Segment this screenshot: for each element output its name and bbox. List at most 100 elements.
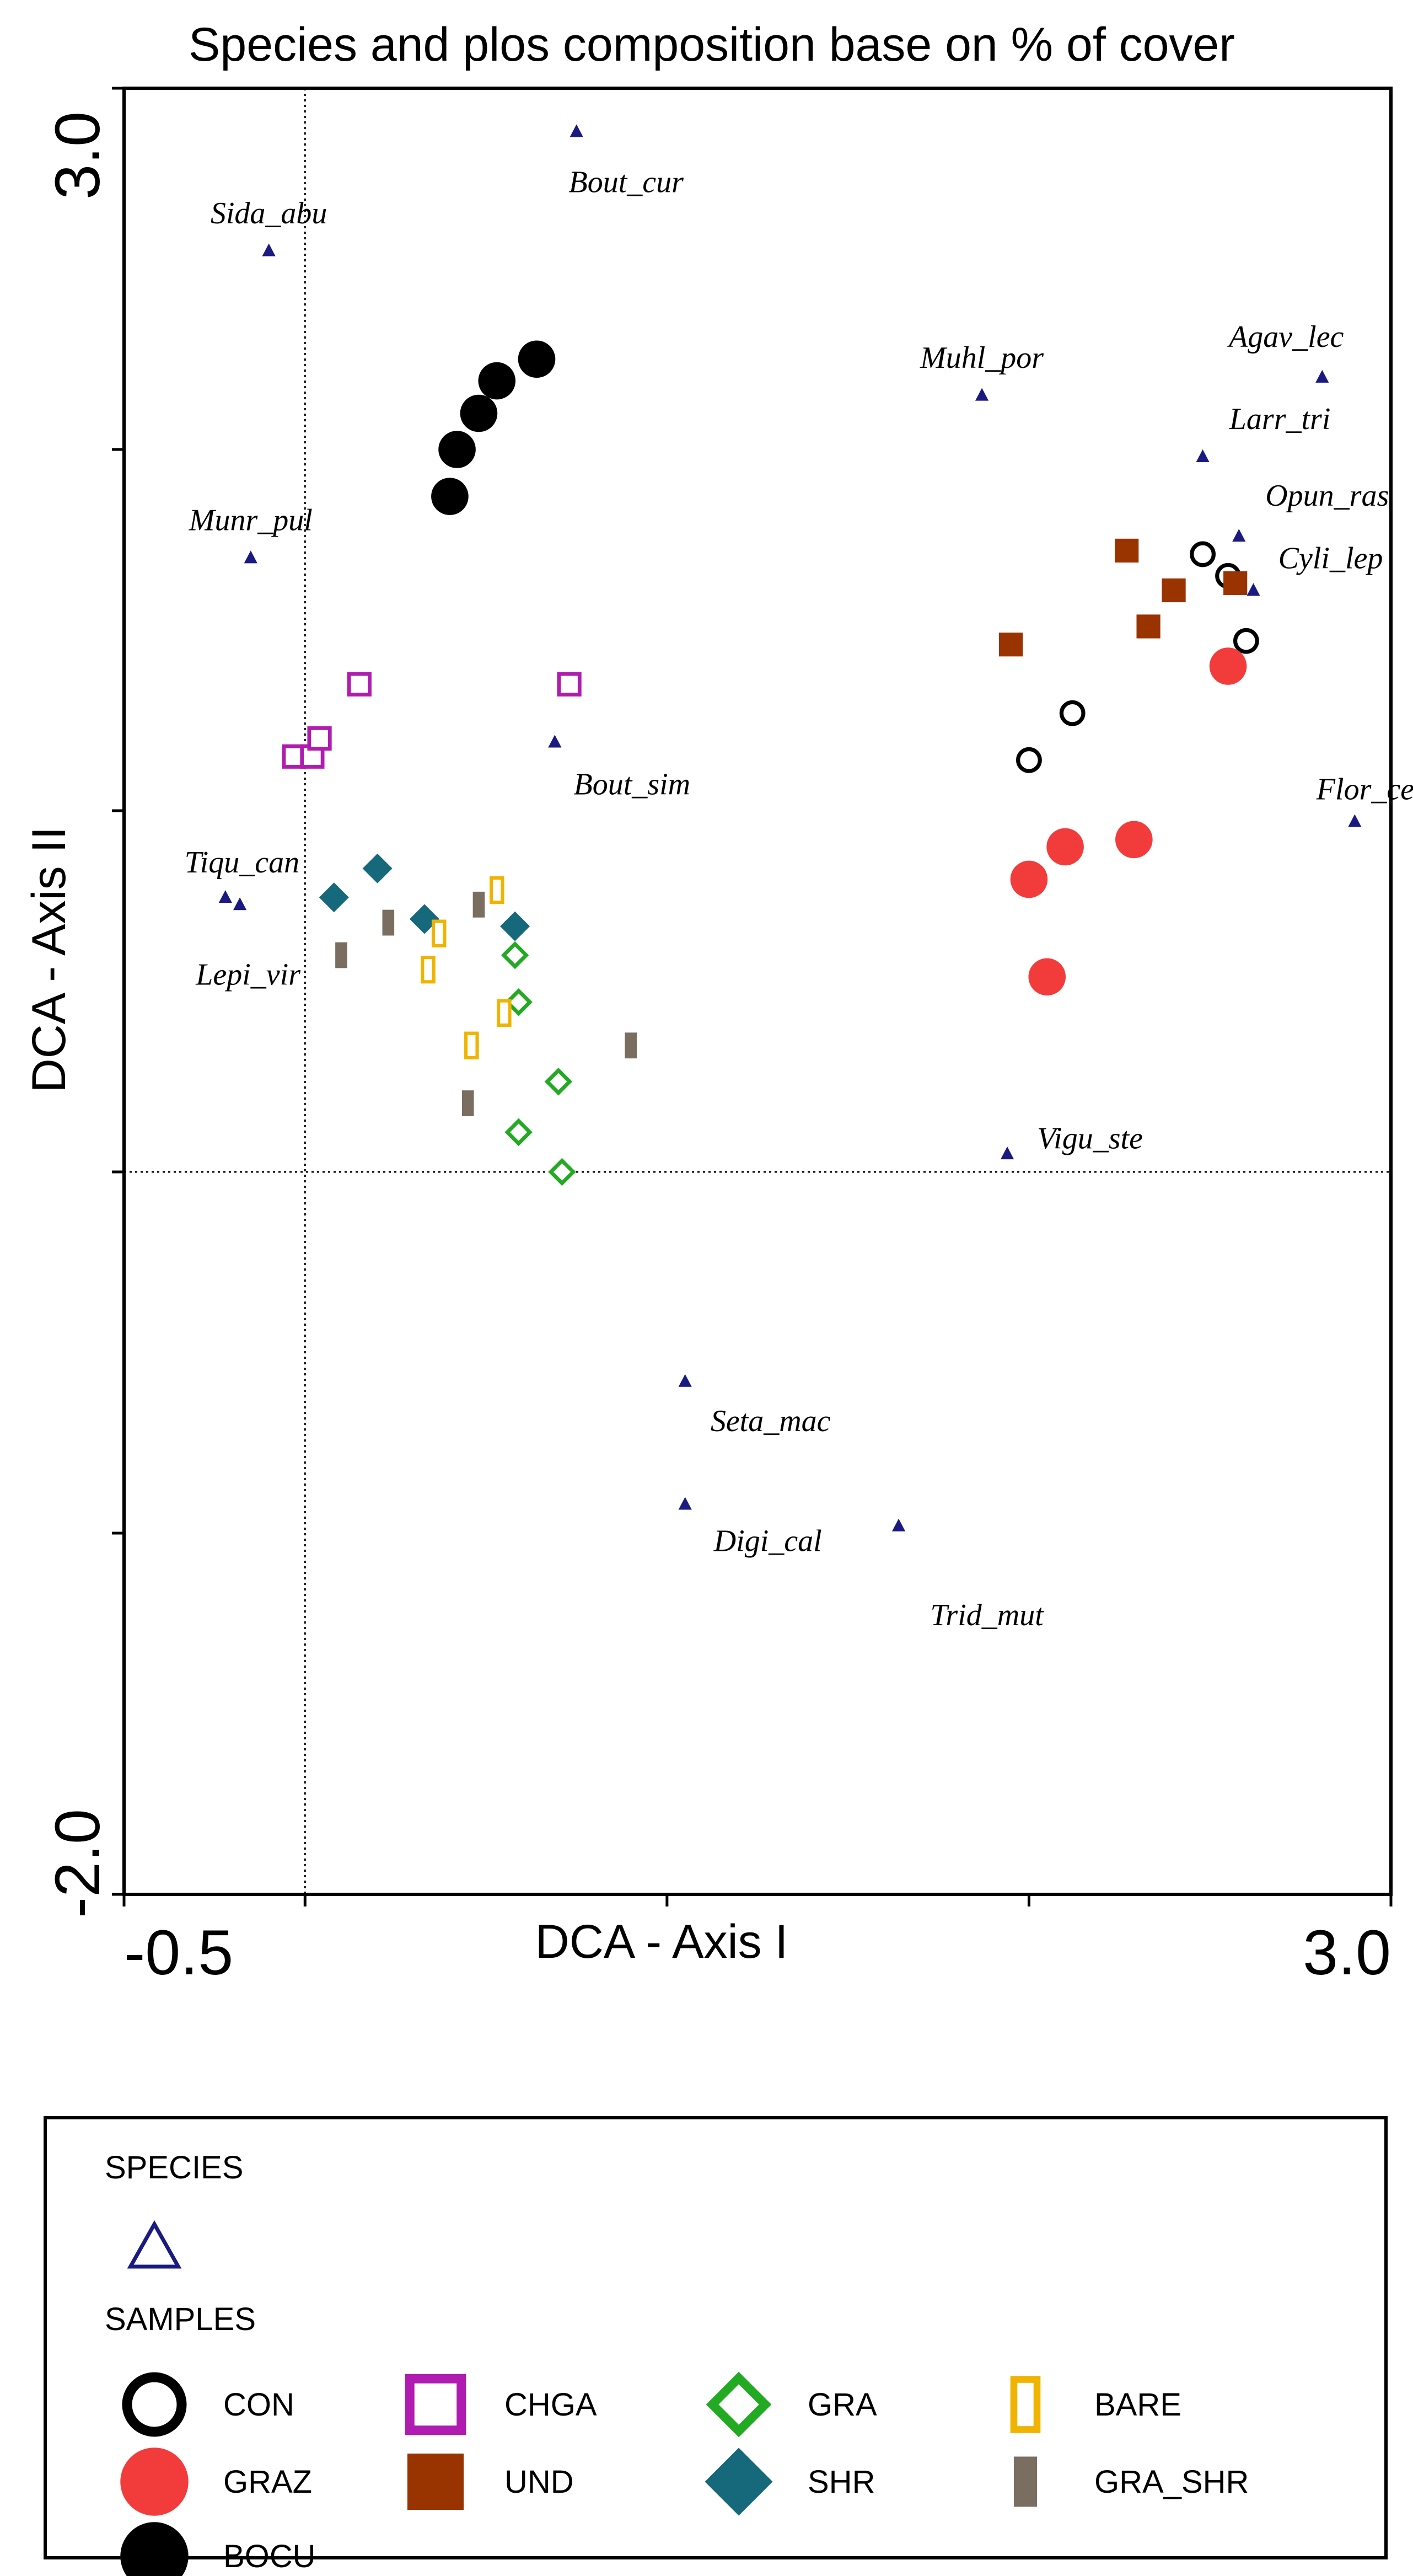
sample-point <box>1115 821 1153 859</box>
legend: SPECIES SAMPLES CON CHGA GRA BARE GRAZ UND SHR… <box>44 2116 1388 2576</box>
series-graz <box>1010 647 1247 996</box>
legend-label: GRA <box>808 2387 877 2423</box>
legend-species-heading: SPECIES <box>105 2150 243 2186</box>
species-label: Opun_ras <box>1265 479 1389 513</box>
species-point <box>1000 1147 1014 1160</box>
sample-point <box>461 1090 474 1116</box>
legend-label: UND <box>504 2464 574 2500</box>
sample-point <box>544 1068 573 1096</box>
sample-point <box>472 891 485 918</box>
species-point <box>1232 529 1246 542</box>
legend-label: BOCU <box>223 2538 316 2574</box>
sample-point <box>1233 628 1259 654</box>
sample-point <box>1209 647 1247 685</box>
sample-point <box>438 431 476 468</box>
sample-point <box>335 942 347 968</box>
sample-point <box>625 1032 637 1059</box>
sample-point <box>1046 828 1084 866</box>
sample-point <box>557 672 582 697</box>
sample-point <box>431 919 447 947</box>
sample-point <box>518 340 556 378</box>
series-gra <box>501 941 576 1186</box>
legend-marker-gra <box>706 2371 772 2438</box>
sample-point <box>490 876 504 904</box>
species-point <box>1247 583 1260 596</box>
x-tick-label-max: 3.0 <box>1303 1918 1391 1988</box>
y-tick-label-min: -2.0 <box>42 1809 113 1918</box>
legend-marker-und <box>407 2454 464 2510</box>
species-point <box>678 1497 692 1510</box>
species-label: Trid_mut <box>930 1598 1044 1632</box>
legend-marker-con <box>122 2372 187 2437</box>
sample-point <box>478 362 516 400</box>
sample-point <box>1059 700 1086 726</box>
series-bare <box>421 876 512 1059</box>
sample-point <box>319 882 349 913</box>
y-axis-label: DCA - Axis II <box>23 827 76 1093</box>
species-label: Seta_mac <box>711 1404 831 1438</box>
sample-point <box>501 941 529 970</box>
legend-marker-chga <box>405 2374 466 2435</box>
sample-point <box>382 909 395 936</box>
sample-point <box>347 672 372 697</box>
legend-label: SHR <box>808 2464 875 2500</box>
x-axis-label: DCA - Axis I <box>535 1915 788 1968</box>
legend-marker-gra_shr <box>1014 2456 1037 2507</box>
legend-frame <box>44 2116 1388 2559</box>
species-point <box>678 1374 692 1387</box>
sample-point <box>1028 958 1066 996</box>
species-label: Flor_cer <box>1316 773 1413 807</box>
species-label: Vigu_ste <box>1037 1121 1143 1155</box>
chart-title: Species and plos composition base on % o… <box>189 18 1235 71</box>
species-point <box>262 243 276 256</box>
legend-label: BARE <box>1094 2387 1181 2423</box>
x-tick-label-min: -0.5 <box>124 1918 233 1988</box>
species-label: Lepi_vir <box>195 957 300 992</box>
legend-marker-bocu <box>120 2522 189 2576</box>
species-label: Larr_tri <box>1229 402 1331 436</box>
plot-area: Bout_cur Sida_abu Muhl_por Agav_lec Larr_tri… <box>112 87 1413 1906</box>
species-point <box>233 897 247 911</box>
species-point <box>244 550 257 564</box>
species-point <box>570 124 583 137</box>
legend-marker-bare <box>1010 2376 1041 2433</box>
species-point <box>1348 814 1362 827</box>
legend-samples-heading: SAMPLES <box>105 2301 256 2337</box>
species-label: Bout_cur <box>569 165 684 200</box>
sample-point <box>1115 538 1139 563</box>
sample-point <box>500 911 530 941</box>
legend-label: GRA_SHR <box>1094 2464 1249 2500</box>
series-und <box>999 538 1248 657</box>
sample-point <box>421 956 436 984</box>
species-point <box>1196 449 1210 462</box>
sample-point <box>307 726 332 751</box>
series-chga <box>282 672 582 769</box>
species-label: Tiqu_can <box>185 845 299 880</box>
sample-point <box>431 478 469 515</box>
species-label: Muhl_por <box>920 341 1044 375</box>
species-label: Sida_abu <box>211 196 327 231</box>
species-label: Bout_sim <box>574 768 691 802</box>
species-point <box>1315 369 1329 383</box>
species-label: Agav_lec <box>1227 320 1344 354</box>
legend-marker-graz <box>120 2448 189 2516</box>
sample-point <box>999 633 1023 657</box>
legend-label: CHGA <box>504 2387 597 2423</box>
sample-point <box>1190 541 1216 567</box>
species-label: Munr_pul <box>189 504 313 538</box>
sample-point <box>504 1118 533 1147</box>
sample-point <box>548 1158 576 1186</box>
y-tick-label-max: 3.0 <box>42 111 113 200</box>
legend-species-triangle-icon <box>127 2220 182 2269</box>
sample-point <box>1016 747 1042 773</box>
sample-point <box>1136 614 1161 639</box>
species-layer: Bout_cur Sida_abu Muhl_por Agav_lec Larr_tri… <box>185 124 1413 1632</box>
species-point <box>218 890 232 903</box>
legend-label: GRAZ <box>223 2464 312 2500</box>
plot-frame <box>122 87 1393 1896</box>
species-point <box>548 735 562 748</box>
sample-point <box>504 988 533 1016</box>
species-label: Cyli_lep <box>1278 541 1383 575</box>
species-point <box>891 1518 906 1531</box>
